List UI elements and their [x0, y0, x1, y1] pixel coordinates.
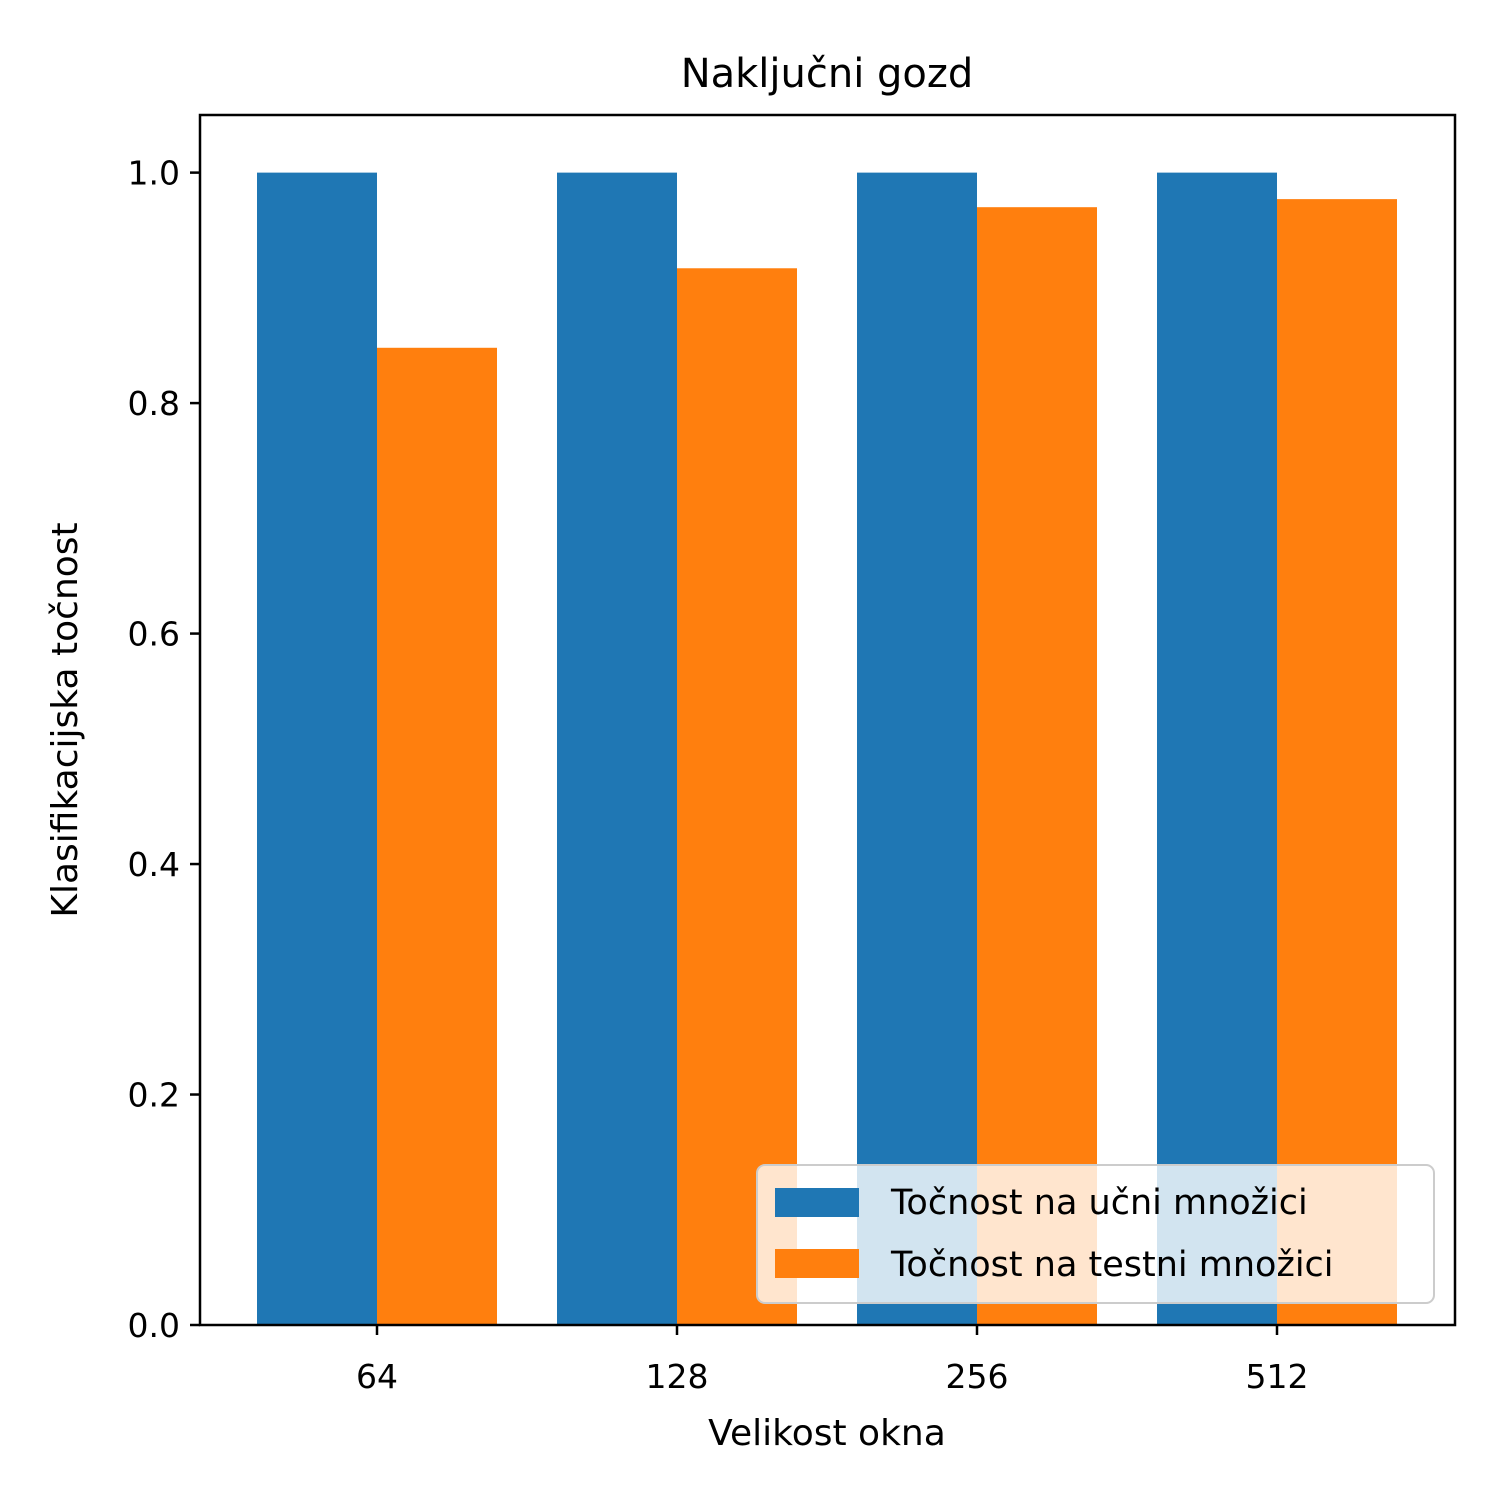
bar-test-256 — [977, 207, 1097, 1326]
y-tick-label: 0.6 — [128, 615, 180, 654]
legend-swatch-test — [775, 1249, 859, 1278]
legend-swatch-train — [775, 1188, 859, 1217]
x-axis-ticks: 64 128 256 512 — [356, 1325, 1309, 1396]
y-axis-label: Klasifikacijska točnost — [45, 522, 86, 917]
y-tick-label: 0.8 — [128, 384, 180, 423]
legend-frame — [756, 1164, 1435, 1304]
bar-train-128 — [557, 172, 677, 1326]
bar-test-64 — [377, 347, 497, 1325]
y-tick-label: 1.0 — [128, 154, 180, 193]
y-axis-ticks: 0.0 0.2 0.4 0.6 0.8 1.0 — [128, 154, 200, 1345]
legend-label-test: Točnost na testni množici — [890, 1245, 1334, 1285]
y-tick-label: 0.4 — [128, 845, 180, 884]
bar-test-128 — [677, 268, 797, 1326]
legend: Točnost na učni množici Točnost na testn… — [756, 1164, 1435, 1304]
y-tick-label: 0.0 — [128, 1306, 180, 1345]
x-tick-label: 64 — [356, 1357, 398, 1396]
legend-label-train: Točnost na učni množici — [890, 1183, 1308, 1223]
bar-train-64 — [257, 172, 377, 1326]
x-tick-label: 256 — [946, 1357, 1009, 1396]
x-tick-label: 512 — [1246, 1357, 1309, 1396]
chart-title: Naključni gozd — [681, 51, 974, 97]
plot-frame — [198, 113, 1457, 1327]
bar-test-512 — [1277, 199, 1397, 1326]
bars-group — [257, 172, 1397, 1326]
x-tick-label: 128 — [646, 1357, 709, 1396]
bar-train-256 — [857, 172, 977, 1326]
x-axis-label: Velikost okna — [708, 1413, 946, 1454]
bar-train-512 — [1157, 172, 1277, 1326]
y-tick-label: 0.2 — [128, 1076, 180, 1115]
